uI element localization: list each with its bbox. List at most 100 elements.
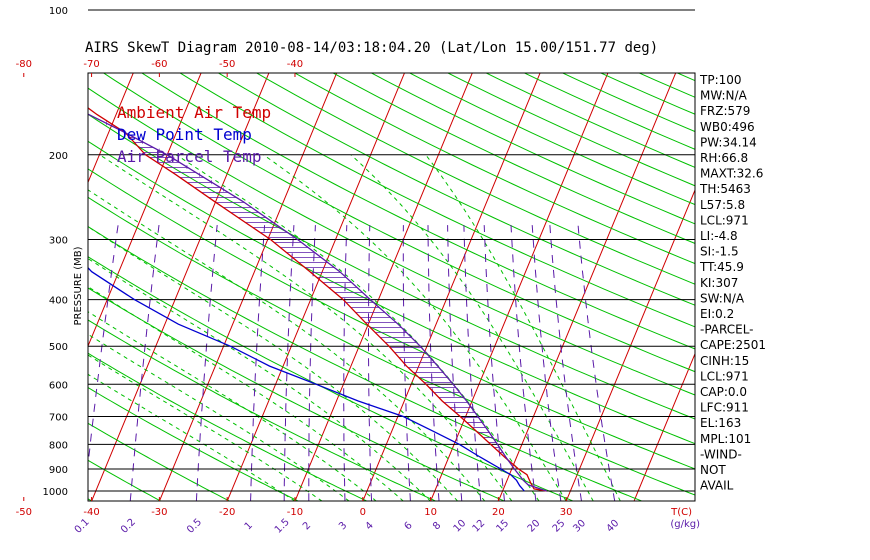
mixing-ratio-label: 20 xyxy=(526,518,543,535)
isotherm-line xyxy=(565,188,695,501)
dry-adiabat xyxy=(88,498,93,501)
mixing-ratio-line xyxy=(402,225,411,501)
mixing-ratio-line xyxy=(368,225,372,501)
dry-adiabat xyxy=(88,226,644,501)
stat-item: PW:34.14 xyxy=(700,135,757,149)
mixing-ratio-line xyxy=(531,225,562,501)
bottom-temp-label: 20 xyxy=(492,507,505,518)
legend: Ambient Air Temp Dew Point Temp Air Parc… xyxy=(117,103,271,166)
stat-item: LFC:911 xyxy=(700,401,749,415)
dry-adiabat xyxy=(255,73,695,285)
moist-adiabat xyxy=(99,154,513,501)
stat-item: RH:66.8 xyxy=(700,151,748,165)
mixing-ratio-label: 4 xyxy=(364,520,376,532)
isotherm-line xyxy=(88,73,202,348)
dry-adiabat xyxy=(102,73,695,373)
dry-adiabat xyxy=(88,87,695,396)
stat-item: LI:-4.8 xyxy=(700,229,738,243)
stat-item: MW:N/A xyxy=(700,89,748,103)
stat-item: TT:45.9 xyxy=(699,260,744,274)
moist-adiabat xyxy=(425,154,621,501)
bottom-temp-label: -20 xyxy=(219,507,235,518)
mixing-ratio-line xyxy=(549,225,582,501)
mixing-ratio-line xyxy=(510,225,537,501)
stat-item: MPL:101 xyxy=(700,432,751,446)
stat-item: MAXT:32.6 xyxy=(700,167,763,181)
dry-adiabat xyxy=(332,73,695,245)
top-temp-label: -70 xyxy=(83,59,99,70)
mixing-ratio-label: 15 xyxy=(494,518,511,535)
pressure-tick-label: 400 xyxy=(49,296,68,307)
mixing-ratio-line xyxy=(483,225,506,501)
dry-adiabat xyxy=(485,73,695,168)
mixing-ratio-label: 1.5 xyxy=(273,517,292,536)
stat-item: NOT xyxy=(700,463,726,477)
stat-item: TH:5463 xyxy=(699,182,751,196)
pressure-tick-label: 200 xyxy=(49,151,68,162)
isotherm-line xyxy=(294,73,473,501)
stat-item: FRZ:579 xyxy=(700,104,750,118)
mixing-ratio-line xyxy=(427,225,440,501)
stat-item: KI:307 xyxy=(700,276,738,290)
mixing-ratio-line xyxy=(129,225,160,501)
dry-adiabat xyxy=(88,319,437,501)
legend-ambient: Ambient Air Temp xyxy=(117,103,271,122)
dry-adiabat xyxy=(88,387,300,501)
moist-adiabat xyxy=(88,373,296,501)
stat-item: SW:N/A xyxy=(700,291,745,305)
top-temp-label: -80 xyxy=(16,59,32,70)
plot-frame xyxy=(87,72,696,502)
moist-adiabat xyxy=(88,226,459,501)
moist-adiabat xyxy=(88,311,377,501)
mixing-ratio-line xyxy=(308,225,316,501)
dry-adiabat xyxy=(88,140,695,445)
legend-parcel: Air Parcel Temp xyxy=(117,147,262,166)
dry-adiabat xyxy=(561,73,695,133)
isobars: 100 200 300 400 500 600 700 800 900 1000 xyxy=(43,6,695,498)
pressure-tick-label: 300 xyxy=(49,235,68,246)
cape-hatching xyxy=(106,121,507,458)
dry-adiabat xyxy=(88,422,231,501)
stat-item: LCL:971 xyxy=(700,213,749,227)
stat-item: AVAIL xyxy=(700,479,734,493)
moist-adiabat xyxy=(263,154,567,501)
mixing-ratio-label: 1 xyxy=(243,520,255,532)
dry-adiabat xyxy=(88,287,506,501)
pressure-tick-label: 900 xyxy=(49,465,68,476)
stat-item: -PARCEL- xyxy=(700,323,754,337)
dry-adiabat xyxy=(408,73,695,206)
stat-item: CINH:15 xyxy=(700,354,749,368)
dry-adiabat xyxy=(88,168,695,470)
profile-air-parcel-temp xyxy=(88,113,547,492)
mixing-ratio-line xyxy=(447,225,463,501)
temperature-unit-label: T(C) xyxy=(670,507,692,518)
bottom-temp-label: -40 xyxy=(83,507,99,518)
isotherm-line xyxy=(362,73,541,501)
isotherm-line xyxy=(497,73,677,501)
profiles xyxy=(88,107,547,492)
mixing-ratio-label: 8 xyxy=(431,520,443,532)
isotherm-line xyxy=(767,0,870,507)
stat-item: EL:163 xyxy=(700,416,741,430)
profile-dew-point-temp xyxy=(88,266,525,492)
legend-dewpoint: Dew Point Temp xyxy=(117,125,252,144)
isotherm-line xyxy=(0,0,33,507)
mixing-ratio-line xyxy=(88,225,119,470)
bottom-temp-label: -30 xyxy=(151,507,167,518)
mixing-ratio-label: 0.2 xyxy=(119,517,138,536)
dry-adiabat xyxy=(140,73,695,350)
mixing-ratio-label: 0.1 xyxy=(73,517,92,536)
dry-adiabat xyxy=(370,73,695,225)
dry-adiabat xyxy=(88,113,695,420)
profile-ambient-air-temp xyxy=(88,107,547,492)
mixing-ratio-label: 30 xyxy=(571,518,588,535)
isotherm-line xyxy=(91,73,270,501)
mixing-ratio-line xyxy=(343,225,348,501)
stat-item: L57:5.8 xyxy=(700,198,745,212)
top-temp-label: -50 xyxy=(219,59,235,70)
mixing-ratio-label: 40 xyxy=(605,518,622,535)
isotherm-line xyxy=(0,0,101,507)
moist-adiabat xyxy=(88,333,350,501)
bottom-temp-label: 30 xyxy=(560,507,573,518)
